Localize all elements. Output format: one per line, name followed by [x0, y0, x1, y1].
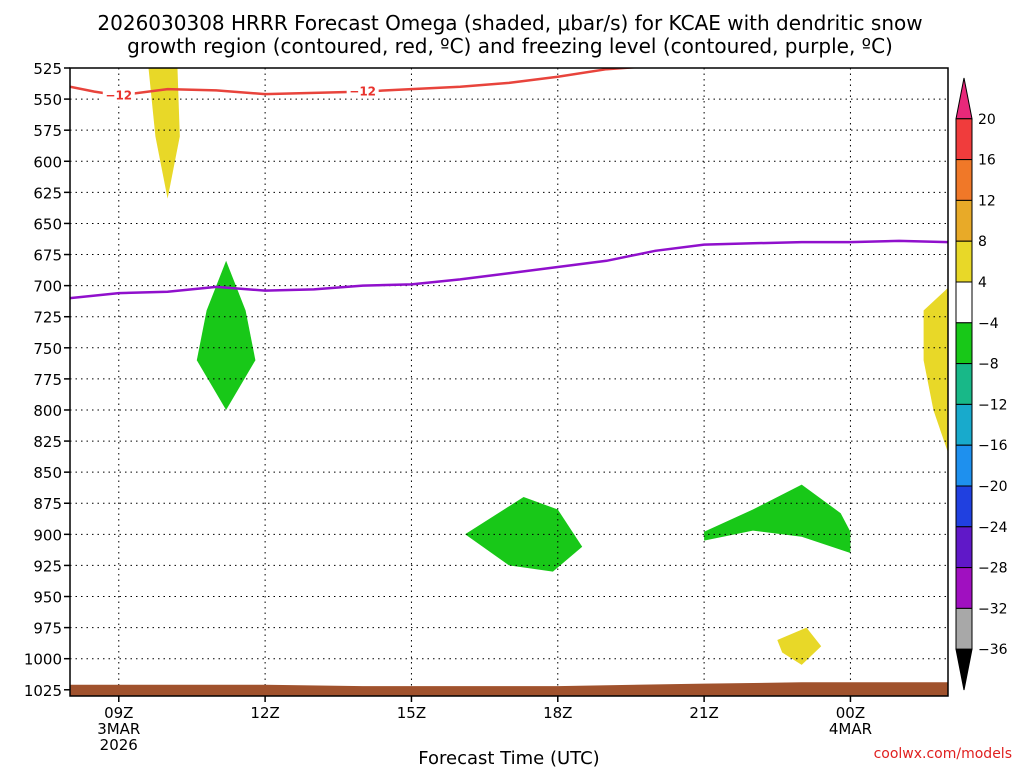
colorbar-segment-13: [955, 607, 973, 650]
colorbar-label-3: 8: [978, 234, 987, 250]
colorbar-label-5: −4: [978, 316, 999, 332]
omega-region-2: [465, 497, 583, 572]
colorbar-segment-6: [955, 322, 973, 365]
x-tick-label-15-1: 4MAR: [829, 720, 872, 738]
x-tick-label-0-2: 2026: [100, 736, 138, 754]
y-tick-label-750: 750: [33, 340, 62, 358]
colorbar-label-7: −12: [978, 397, 1008, 413]
colorbar-label-12: −32: [978, 601, 1008, 617]
freezing-level-line: [70, 239, 948, 300]
y-tick-label-875: 875: [33, 495, 62, 513]
y-tick-label-725: 725: [33, 309, 62, 327]
omega-region-1: [196, 260, 256, 410]
omega-region-3: [704, 484, 851, 553]
chart-title-line-2: growth region (contoured, red, ºC) and f…: [127, 34, 893, 58]
plot-area: −12 −12: [70, 68, 948, 696]
omega-region-4: [777, 627, 822, 665]
y-tick-label-650: 650: [33, 215, 62, 233]
y-tick-label-900: 900: [33, 526, 62, 544]
contour-label-bg-1: [346, 83, 379, 99]
omega-region-0: [148, 68, 180, 199]
colorbar-label-0: 20: [978, 112, 996, 128]
colorbar-label-1: 16: [978, 153, 996, 169]
colorbar-label-10: −24: [978, 520, 1008, 536]
y-tick-label-550: 550: [33, 91, 62, 109]
y-tick-label-625: 625: [33, 184, 62, 202]
x-tick-label-6-0: 15Z: [397, 704, 426, 722]
y-tick-label-800: 800: [33, 402, 62, 420]
colorbar-segment-9: [955, 444, 973, 487]
x-tick-label-9-0: 18Z: [543, 704, 572, 722]
x-tick-label-15-0: 00Z: [836, 704, 865, 722]
x-tick-label-12-0: 21Z: [689, 704, 718, 722]
y-tick-label-1000: 1000: [24, 651, 62, 669]
colorbar-segment-2: [955, 159, 973, 201]
x-tick-label-3-0: 12Z: [250, 704, 279, 722]
y-tick-label-675: 675: [33, 247, 62, 265]
colorbar-label-13: −36: [978, 642, 1008, 658]
colorbar-segment-3: [955, 199, 973, 242]
colorbar-label-4: 4: [978, 275, 987, 291]
y-tick-label-525: 525: [33, 60, 62, 78]
y-tick-label-600: 600: [33, 153, 62, 171]
contour-label-1: −12: [349, 85, 376, 99]
colorbar-segment-5: [955, 281, 973, 324]
y-tick-label-575: 575: [33, 122, 62, 140]
y-tick-label-950: 950: [33, 589, 62, 607]
colorbar-segment-14: [955, 648, 973, 691]
y-tick-label-825: 825: [33, 433, 62, 451]
chart-title-line-1: 2026030308 HRRR Forecast Omega (shaded, …: [97, 11, 922, 35]
colorbar-segment-10: [955, 485, 973, 528]
colorbar-segment-7: [955, 363, 973, 405]
colorbar-label-6: −8: [978, 357, 999, 373]
colorbar-segment-1: [955, 118, 973, 161]
colorbar-segment-11: [955, 526, 973, 569]
x-axis-label: Forecast Time (UTC): [418, 748, 599, 768]
ground-terrain: [70, 682, 948, 696]
colorbar-label-2: 12: [978, 193, 996, 209]
colorbar-label-11: −28: [978, 561, 1008, 577]
omega-region-5: [923, 287, 948, 453]
plot-background: [70, 68, 948, 696]
plot-frame: [69, 67, 949, 697]
y-tick-label-850: 850: [33, 464, 62, 482]
colorbar-segment-4: [955, 240, 973, 283]
credit-text: coolwx.com/models: [874, 746, 1012, 762]
contour-label-bg-0: [102, 87, 135, 103]
x-tick-label-0-0: 09Z: [104, 704, 133, 722]
colorbar-label-8: −16: [978, 438, 1008, 454]
y-tick-label-975: 975: [33, 620, 62, 638]
y-tick-label-700: 700: [33, 278, 62, 296]
y-tick-label-925: 925: [33, 557, 62, 575]
colorbar-segment-12: [955, 567, 973, 609]
contour-label-0: −12: [105, 88, 132, 102]
y-tick-label-1025: 1025: [24, 682, 62, 700]
colorbar-label-9: −20: [978, 479, 1008, 495]
y-tick-label-775: 775: [33, 371, 62, 389]
x-tick-label-0-1: 3MAR: [97, 720, 140, 738]
colorbar-segment-0: [955, 77, 973, 120]
colorbar-segment-8: [955, 403, 973, 446]
